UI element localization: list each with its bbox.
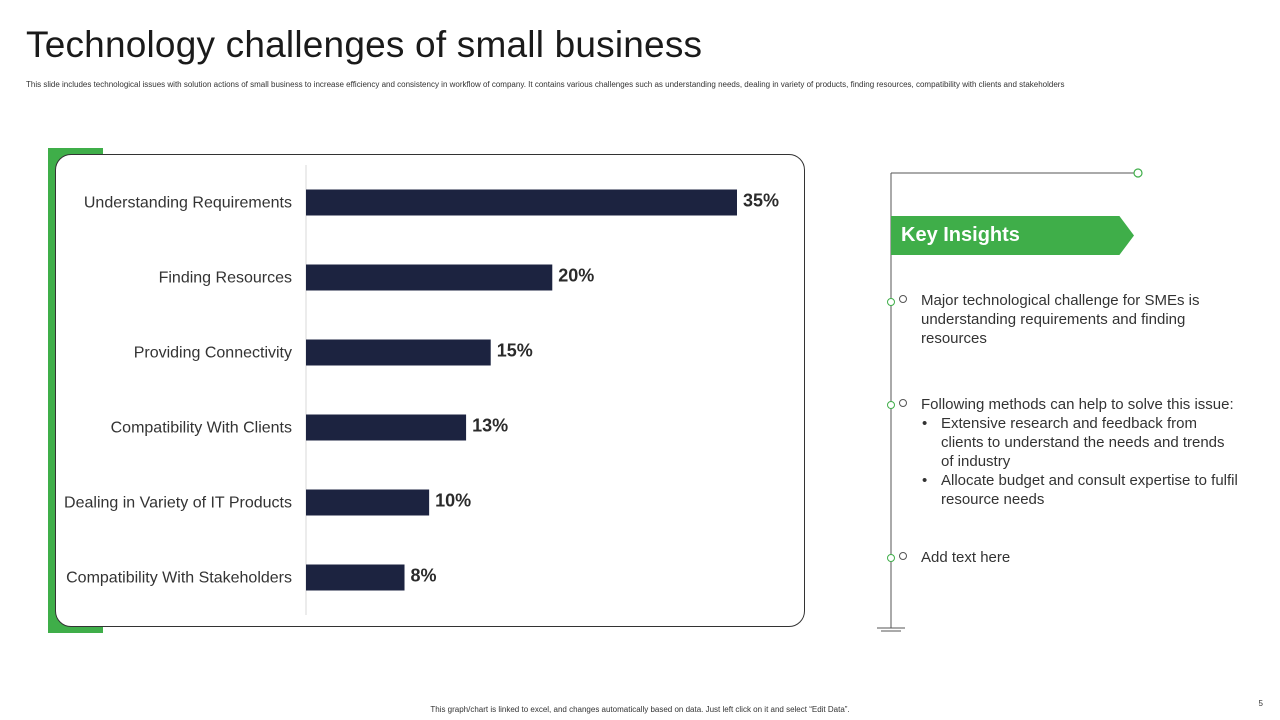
circle-bullet-icon [899,552,907,560]
category-label: Dealing in Variety of IT Products [64,495,292,512]
data-label: 15% [497,341,533,361]
slide-subtitle: This slide includes technological issues… [26,80,1065,89]
insight-bullet-2: Allocate budget and consult expertise to… [921,471,1241,509]
insight-text-2: Following methods can help to solve this… [921,396,1234,413]
chart-card[interactable]: Understanding Requirements 35% Finding Res… [55,154,805,627]
insight-text-3[interactable]: Add text here [921,549,1011,566]
insights-panel: Key Insights Major technological challen… [860,160,1270,640]
page-number: 5 [1258,699,1263,708]
bar[interactable] [306,189,737,216]
data-label: 35% [743,191,779,211]
key-insights-banner: Key Insights [891,216,1134,255]
bar[interactable] [306,564,405,591]
bar[interactable] [306,264,553,291]
insight-item-2: Following methods can help to solve this… [899,395,1272,509]
insight-text-1: Major technological challenge for SMEs i… [921,292,1200,347]
category-label: Compatibility With Stakeholders [66,570,292,587]
data-label: 10% [435,491,471,511]
data-label: 8% [411,566,437,586]
insight-item-1: Major technological challenge for SMEs i… [899,291,1202,348]
category-label: Understanding Requirements [84,195,292,212]
data-label: 13% [472,416,508,436]
insight-bullets: Extensive research and feedback from cli… [902,414,1241,509]
timeline-line [877,168,1143,632]
slide-title: Technology challenges of small business [26,24,703,65]
bar[interactable] [306,339,491,366]
insight-bullet-1: Extensive research and feedback from cli… [921,414,1241,471]
data-label: 20% [558,266,594,286]
bar-chart[interactable]: Understanding Requirements 35% Finding Res… [56,155,806,628]
bar[interactable] [306,489,430,516]
category-label: Finding Resources [159,270,292,287]
circle-bullet-icon [899,399,907,407]
category-label: Compatibility With Clients [111,420,292,437]
insight-item-3: Add text here [899,548,1202,567]
bar[interactable] [306,414,467,441]
footer-note: This graph/chart is linked to excel, and… [430,705,850,714]
category-label: Providing Connectivity [134,345,292,362]
circle-bullet-icon [899,295,907,303]
